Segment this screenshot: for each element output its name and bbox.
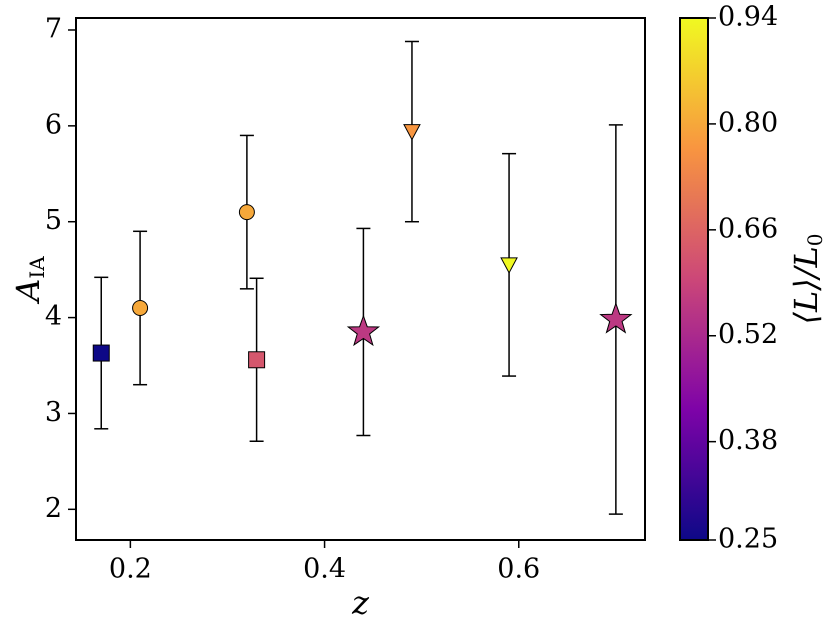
y-tick-label: 7 bbox=[45, 13, 62, 44]
plot-frame bbox=[75, 17, 646, 541]
y-tick-label: 5 bbox=[45, 205, 62, 236]
colorbar bbox=[679, 17, 709, 541]
colorbar-label: ⟨L⟩/L0 bbox=[787, 234, 827, 325]
y-tick-label: 4 bbox=[45, 301, 62, 332]
colorbar-label-sub: 0 bbox=[803, 234, 827, 247]
point bbox=[132, 300, 149, 316]
colorbar-tick-label: 0.94 bbox=[718, 2, 778, 33]
colorbar-tick-label: 0.38 bbox=[718, 425, 778, 456]
point bbox=[599, 302, 633, 334]
colorbar-tick-label: 0.25 bbox=[718, 524, 778, 555]
y-axis-label: AIA bbox=[9, 256, 49, 305]
point bbox=[346, 314, 381, 347]
y-axis-label-sub: IA bbox=[25, 256, 49, 279]
colorbar-tick-label: 0.80 bbox=[718, 107, 778, 138]
y-tick-label: 6 bbox=[45, 109, 62, 140]
x-axis-label: z bbox=[351, 584, 370, 622]
point bbox=[92, 344, 110, 362]
point bbox=[248, 351, 266, 369]
y-tick-label: 3 bbox=[45, 397, 62, 428]
point bbox=[500, 257, 518, 274]
x-tick-label: 0.4 bbox=[303, 554, 346, 585]
colorbar-tick-label: 0.52 bbox=[718, 319, 778, 350]
point bbox=[403, 124, 421, 141]
colorbar-tick-label: 0.66 bbox=[718, 213, 778, 244]
x-tick-label: 0.6 bbox=[497, 554, 540, 585]
y-axis-label-main: A bbox=[9, 279, 47, 305]
colorbar-label-main: ⟨L⟩/L bbox=[787, 246, 825, 324]
x-tick-label: 0.2 bbox=[109, 554, 152, 585]
y-tick-label: 2 bbox=[45, 493, 62, 524]
point bbox=[238, 204, 255, 221]
